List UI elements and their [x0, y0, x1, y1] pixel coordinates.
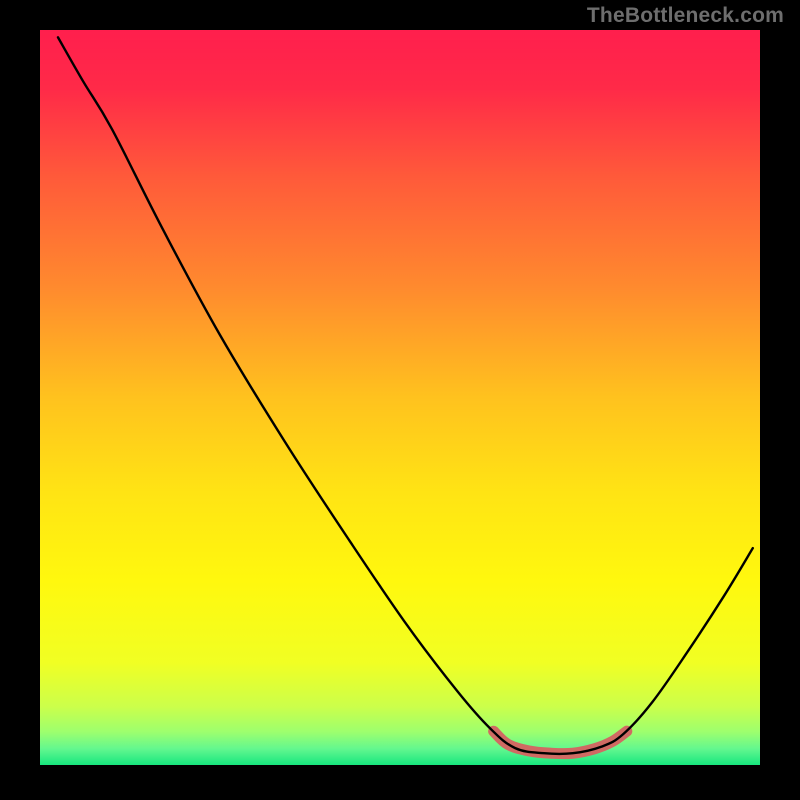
watermark-text: TheBottleneck.com — [587, 4, 784, 28]
plot-area — [40, 30, 760, 765]
chart-root: { "watermark": { "text": "TheBottleneck.… — [0, 0, 800, 800]
bottleneck-curve-chart — [40, 30, 760, 765]
gradient-background — [40, 30, 760, 765]
